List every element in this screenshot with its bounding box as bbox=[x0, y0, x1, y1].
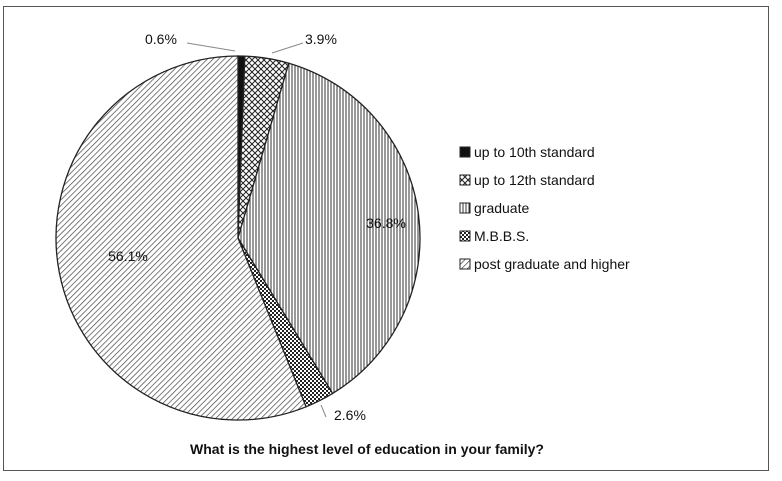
chart-title: What is the highest level of education i… bbox=[190, 441, 544, 457]
pie-slices bbox=[55, 55, 421, 421]
value-label-5: 56.1% bbox=[108, 248, 148, 264]
legend-label-1: up to 10th standard bbox=[474, 144, 595, 160]
legend-swatch-3 bbox=[459, 202, 471, 214]
value-label-2: 3.9% bbox=[305, 31, 337, 47]
leader-lines bbox=[186, 42, 327, 418]
pie-slice-5 bbox=[55, 55, 307, 421]
leader-line-2 bbox=[271, 42, 304, 54]
legend-swatch-2 bbox=[459, 174, 471, 186]
legend-label-2: up to 12th standard bbox=[474, 172, 595, 188]
legend-swatch-4 bbox=[459, 230, 471, 242]
legend-swatch-1 bbox=[459, 146, 471, 158]
value-label-4: 2.6% bbox=[334, 407, 366, 423]
leader-line-4 bbox=[320, 404, 327, 418]
value-labels: 0.6% 3.9% 36.8% 2.6% 56.1% bbox=[108, 31, 406, 423]
pie-slice-3 bbox=[237, 62, 421, 395]
legend-label-5: post graduate and higher bbox=[474, 256, 630, 272]
legend-swatch-5 bbox=[459, 258, 471, 270]
legend: up to 10th standard up to 12th standard gr… bbox=[459, 144, 630, 272]
legend-label-3: graduate bbox=[474, 200, 529, 216]
leader-line-1 bbox=[186, 42, 236, 52]
legend-label-4: M.B.B.S. bbox=[474, 228, 529, 244]
value-label-1: 0.6% bbox=[145, 31, 177, 47]
value-label-3: 36.8% bbox=[366, 215, 406, 231]
